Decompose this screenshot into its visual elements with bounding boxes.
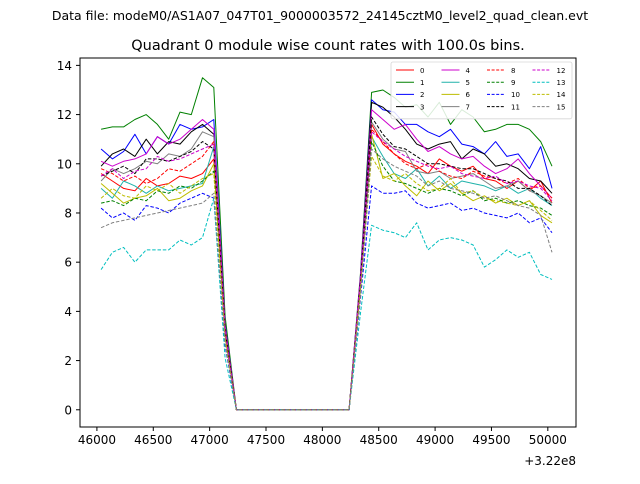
legend-label-3: 3 [420,103,424,111]
legend-label-14: 14 [557,91,566,99]
legend-label-10: 10 [511,91,520,99]
x-axis: 46000 46500 47000 47500 48000 48500 49000 49500… [78,427,567,447]
x-tick-label: 47500 [247,433,285,447]
x-tick-label: 48000 [303,433,341,447]
x-tick-label: 50000 [529,433,567,447]
y-tick-label: 14 [57,59,72,73]
legend-label-6: 6 [466,91,471,99]
x-tick-label: 49500 [472,433,510,447]
series-line-15 [100,148,553,411]
y-tick-label: 10 [57,157,72,171]
legend-label-5: 5 [466,79,470,87]
axes-frame [79,57,577,428]
legend-box [390,61,573,120]
chart-title: Quadrant 0 module wise count rates with … [131,38,525,54]
series-line-13 [100,197,553,411]
x-tick-label: 48500 [360,433,398,447]
legend-label-7: 7 [466,103,470,111]
y-axis: 0 2 4 6 8 10 12 14 [57,59,80,417]
figure-suptitle: Data file: modeM0/AS1A07_047T01_90000035… [52,8,588,23]
x-tick-label: 46500 [134,433,172,447]
legend-label-9: 9 [511,79,515,87]
y-tick-label: 6 [64,256,72,270]
x-tick-label: 47000 [191,433,229,447]
legend-label-1: 1 [420,79,424,87]
legend-label-8: 8 [511,67,515,75]
y-tick-label: 8 [64,206,72,220]
legend-label-2: 2 [420,91,424,99]
y-tick-label: 4 [64,305,72,319]
x-tick-label: 46000 [78,433,116,447]
x-tick-label: 49000 [416,433,454,447]
legend-label-12: 12 [557,67,566,75]
legend-label-11: 11 [511,103,520,111]
y-tick-label: 0 [64,403,72,417]
legend-label-4: 4 [466,67,471,75]
y-tick-label: 2 [64,354,72,368]
legend-label-0: 0 [420,67,424,75]
legend-label-13: 13 [557,79,566,87]
legend-label-15: 15 [557,103,566,111]
series-line-10 [100,185,553,411]
plot-area [100,77,553,411]
y-tick-label: 12 [57,108,72,122]
x-axis-offset-label: +3.22e8 [524,454,576,468]
